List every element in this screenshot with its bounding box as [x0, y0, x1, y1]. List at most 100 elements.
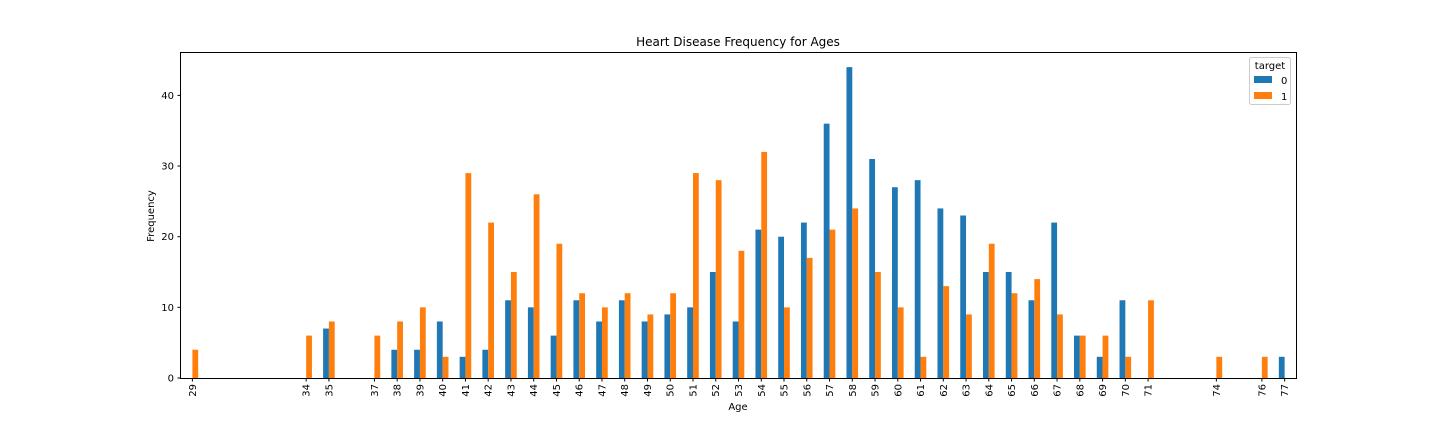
- x-tick-label: 58: [848, 384, 859, 397]
- x-tick-label: 57: [825, 384, 836, 397]
- bar-series-1-age-70: [1125, 356, 1132, 378]
- bar-series-1-age-58: [852, 208, 859, 378]
- x-tick-label: 37: [370, 384, 381, 397]
- x-tick-label: 63: [962, 384, 973, 397]
- bar-series-0-age-61: [914, 180, 921, 378]
- bar-series-0-age-44: [527, 307, 534, 378]
- bar-series-0-age-64: [983, 272, 989, 378]
- x-tick-label: 68: [1075, 384, 1086, 397]
- bar-series-0-age-53: [732, 321, 739, 378]
- bar-series-1-age-59: [875, 272, 881, 378]
- bar-series-1-age-41: [465, 173, 472, 378]
- bar-series-0-age-49: [641, 321, 648, 378]
- x-tick-label: 44: [529, 384, 540, 397]
- x-tick-label: 53: [734, 384, 745, 397]
- x-tick-label: 41: [461, 384, 472, 397]
- bar-series-1-age-34: [306, 335, 312, 378]
- legend-label-series-0: 0: [1281, 76, 1287, 87]
- x-tick-label: 48: [620, 384, 631, 397]
- y-tick-label: 0: [168, 374, 174, 385]
- x-tick-label: 60: [893, 384, 904, 397]
- x-axis-label: Age: [728, 402, 747, 413]
- bar-series-0-age-50: [664, 314, 671, 378]
- bar-series-1-age-43: [510, 272, 517, 378]
- x-tick-label: 64: [984, 384, 995, 397]
- bar-series-1-age-57: [829, 229, 836, 378]
- bar-series-1-age-74: [1216, 356, 1223, 378]
- x-tick-label: 69: [1098, 384, 1109, 397]
- bar-series-0-age-45: [550, 335, 557, 378]
- bars-group: [192, 67, 1285, 379]
- bar-series-0-age-66: [1028, 300, 1035, 378]
- bar-series-1-age-71: [1148, 300, 1154, 378]
- y-tick-label: 10: [161, 303, 174, 314]
- x-tick-label: 39: [415, 384, 426, 397]
- x-tick-label: 62: [939, 384, 950, 397]
- bar-series-0-age-52: [709, 272, 716, 378]
- x-tick-label: 42: [484, 384, 495, 397]
- bar-series-1-age-48: [624, 293, 631, 378]
- bar-series-1-age-52: [715, 180, 722, 378]
- bar-series-1-age-51: [692, 173, 699, 378]
- y-axis-label: Frequency: [146, 190, 157, 242]
- bar-series-1-age-63: [966, 314, 972, 378]
- bar-series-0-age-67: [1051, 222, 1058, 378]
- y-tick-label: 40: [161, 91, 174, 102]
- x-tick-label: 54: [757, 384, 768, 397]
- bar-series-0-age-35: [323, 328, 329, 378]
- x-tick-label: 35: [324, 384, 335, 397]
- x-tick-label: 67: [1053, 384, 1064, 397]
- bar-series-0-age-47: [596, 321, 602, 378]
- bar-series-1-age-67: [1057, 314, 1063, 378]
- bar-series-0-age-58: [846, 67, 853, 378]
- bar-series-0-age-57: [823, 123, 830, 379]
- x-tick-label: 77: [1280, 384, 1291, 397]
- bar-series-0-age-63: [960, 215, 967, 378]
- bar-series-1-age-40: [442, 356, 449, 378]
- x-tick-label: 43: [506, 384, 517, 397]
- bar-series-0-age-40: [436, 321, 443, 378]
- bar-series-0-age-38: [391, 349, 398, 378]
- x-tick-label: 65: [1007, 384, 1018, 397]
- x-tick-label: 45: [552, 384, 563, 397]
- y-axis: 0 10 20 30 40: [161, 91, 181, 385]
- legend-swatch-series-0: [1254, 76, 1272, 83]
- y-tick-label: 30: [161, 162, 174, 173]
- bar-series-0-age-55: [778, 236, 785, 378]
- x-tick-label: 76: [1257, 384, 1268, 397]
- bar-series-0-age-46: [573, 300, 580, 378]
- bar-series-1-age-37: [374, 335, 381, 378]
- bar-series-0-age-77: [1278, 356, 1285, 378]
- x-tick-label: 47: [597, 384, 608, 397]
- bar-series-1-age-69: [1102, 335, 1109, 378]
- bar-series-0-age-65: [1005, 272, 1012, 378]
- bar-series-1-age-65: [1011, 293, 1018, 378]
- bar-series-1-age-35: [328, 321, 335, 378]
- bar-series-1-age-38: [397, 321, 403, 378]
- bar-series-0-age-42: [482, 349, 489, 378]
- x-tick-label: 71: [1144, 384, 1155, 397]
- legend-label-series-1: 1: [1281, 92, 1287, 103]
- x-tick-label: 34: [302, 384, 313, 397]
- bar-series-0-age-51: [687, 307, 693, 378]
- bar-series-1-age-55: [784, 307, 790, 378]
- bar-series-1-age-29: [192, 349, 199, 378]
- x-tick-label: 38: [393, 384, 404, 397]
- bar-series-0-age-48: [618, 300, 625, 378]
- bar-series-1-age-46: [579, 293, 586, 378]
- bar-series-1-age-61: [920, 356, 927, 378]
- x-tick-label: 59: [871, 384, 882, 397]
- x-tick-label: 55: [780, 384, 791, 397]
- bar-series-0-age-60: [891, 187, 898, 378]
- x-axis: 29 34 35 37 38 39 40 41 42 43 44 45 46 47 48 49 50 51 52 53…: [188, 378, 1291, 397]
- legend-swatch-series-1: [1254, 92, 1272, 99]
- bar-series-0-age-54: [755, 229, 762, 378]
- x-tick-label: 61: [916, 384, 927, 397]
- bar-series-1-age-45: [556, 243, 563, 378]
- x-tick-label: 51: [688, 384, 699, 397]
- bar-series-1-age-42: [488, 222, 494, 378]
- x-tick-label: 50: [666, 384, 677, 397]
- bar-series-1-age-76: [1261, 356, 1268, 378]
- x-tick-label: 46: [575, 384, 586, 397]
